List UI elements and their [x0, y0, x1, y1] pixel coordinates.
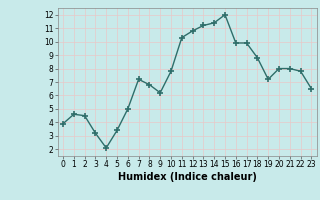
X-axis label: Humidex (Indice chaleur): Humidex (Indice chaleur) [118, 172, 257, 182]
